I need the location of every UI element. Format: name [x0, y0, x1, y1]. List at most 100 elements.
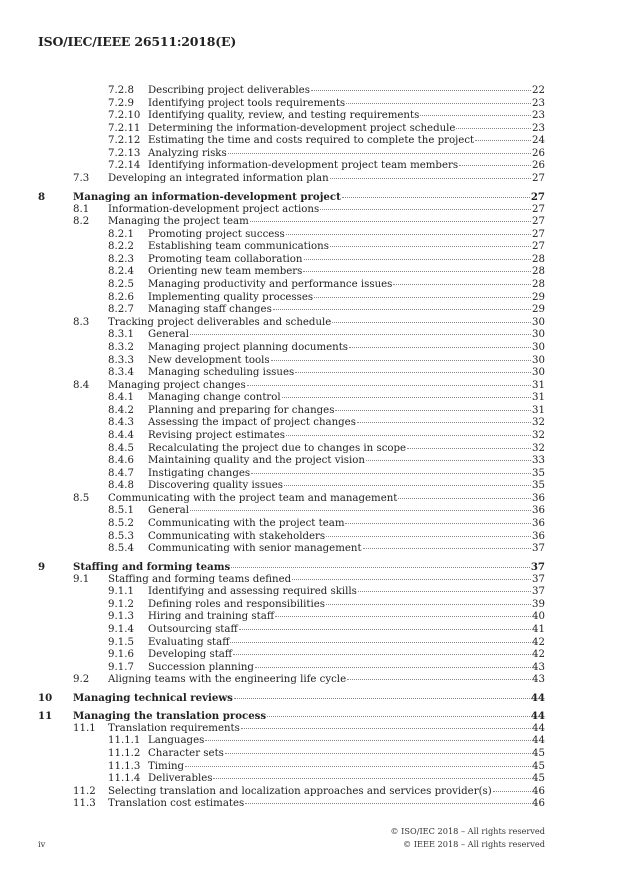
toc-entry[interactable]: 9.1.3 Hiring and training staff 40 [38, 611, 545, 624]
toc-entry-number: 9.1.6 [108, 649, 134, 661]
toc-entry-number: 8.2.3 [108, 253, 134, 265]
toc-entry[interactable]: 7.2.10 Identifying quality, review, and t… [38, 110, 545, 123]
toc-entry-title: Managing change control [148, 392, 281, 404]
toc-entry[interactable]: 8.2 Managing the project team 27 [38, 216, 545, 229]
toc-entry[interactable]: 8.2.4 Orienting new team members 28 [38, 266, 545, 279]
toc-entry-page: 42 [532, 636, 545, 648]
dot-leader [407, 447, 532, 449]
dot-leader [341, 197, 530, 199]
toc-entry[interactable]: 9.1.5 Evaluating staff 42 [38, 637, 545, 650]
toc-entry-title: Managing the translation process [73, 710, 267, 723]
toc-entry[interactable]: 8.2.7 Managing staff changes 29 [38, 304, 545, 317]
toc-entry-page: 40 [532, 611, 545, 623]
toc-entry-title: Information-development project actions [108, 203, 320, 215]
dot-leader [285, 435, 532, 436]
toc-entry-title: Managing the project team [108, 216, 249, 228]
toc-entry[interactable]: 8.3 Tracking project deliverables and sch… [38, 317, 545, 330]
toc-entry[interactable]: 8.4 Managing project changes 31 [38, 380, 545, 393]
toc-entry-number: 9.1.1 [108, 586, 134, 598]
toc-entry-title: Communicating with the project team and … [108, 492, 398, 504]
toc-entry[interactable]: 8.4.7 Instigating changes 35 [38, 468, 545, 481]
toc-entry[interactable]: 9.1.1 Identifying and assessing required … [38, 586, 545, 599]
toc-entry[interactable]: 11.1.2 Character sets 45 [38, 748, 545, 761]
toc-entry[interactable]: 11.1.3 Timing 45 [38, 761, 545, 774]
toc-entry[interactable]: 8.4.3 Assessing the impact of project cha… [38, 417, 545, 430]
toc-entry[interactable]: 9.2 Aligning teams with the engineering l… [38, 674, 545, 687]
toc-entry[interactable]: 11.1.1 Languages 44 [38, 735, 545, 748]
toc-entry[interactable]: 7.2.11 Determining the information-develo… [38, 123, 545, 136]
toc-entry-title: Implementing quality processes [148, 291, 314, 303]
toc-entry[interactable]: 8.5.4 Communicating with senior managemen… [38, 543, 545, 556]
toc-entry[interactable]: 8.4.2 Planning and preparing for changes 3… [38, 405, 545, 418]
toc-entry[interactable]: 8.5.1 General 36 [38, 505, 545, 518]
toc-entry-page: 28 [532, 253, 545, 265]
toc-entry[interactable]: 11.3 Translation cost estimates 46 [38, 798, 545, 811]
toc-entry[interactable]: 8.1 Information-development project actio… [38, 204, 545, 217]
toc-entry-title: Selecting translation and localization a… [108, 785, 492, 797]
toc-entry[interactable]: 8.2.1 Promoting project success 27 [38, 229, 545, 242]
toc-entry[interactable]: 8.3.2 Managing project planning documents… [38, 342, 545, 355]
toc-entry-page: 42 [532, 649, 545, 661]
toc-entry[interactable]: 8.4.6 Maintaining quality and the project… [38, 455, 545, 468]
toc-entry[interactable]: 11.1 Translation requirements 44 [38, 723, 545, 736]
toc-entry[interactable]: 11 Managing the translation process 44 [38, 710, 545, 723]
toc-entry[interactable]: 8.5 Communicating with the project team a… [38, 493, 545, 506]
toc-entry-number: 7.2.14 [108, 160, 141, 172]
toc-entry[interactable]: 9.1.6 Developing staff 42 [38, 649, 545, 662]
toc-entry[interactable]: 8.4.5 Recalculating the project due to ch… [38, 443, 545, 456]
toc-entry[interactable]: 7.2.8 Describing project deliverables 22 [38, 85, 545, 98]
toc-entry[interactable]: 8.4.4 Revising project estimates 32 [38, 430, 545, 443]
toc-entry-title: Identifying quality, review, and testing… [148, 110, 420, 122]
dot-leader [231, 567, 530, 569]
toc-entry[interactable]: 7.2.13 Analyzing risks 26 [38, 148, 545, 161]
toc-entry-page: 22 [532, 85, 545, 96]
toc-entry-page: 31 [532, 379, 545, 391]
toc-entry[interactable]: 8.2.6 Implementing quality processes 29 [38, 292, 545, 305]
toc-entry[interactable]: 7.2.12 Estimating the time and costs requ… [38, 135, 545, 148]
dot-leader [295, 372, 532, 374]
dot-leader [356, 422, 532, 424]
dot-leader [332, 321, 532, 323]
toc-entry-title: Promoting project success [148, 228, 285, 240]
toc-entry-page: 45 [532, 760, 545, 772]
dot-leader [303, 271, 532, 273]
toc-entry-page: 29 [532, 304, 545, 316]
toc-entry[interactable]: 8.4.8 Discovering quality issues 35 [38, 480, 545, 493]
toc-entry-number: 8.3.1 [108, 329, 134, 341]
toc-entry[interactable]: 9.1.2 Defining roles and responsibilities… [38, 599, 545, 612]
toc-entry-page: 32 [532, 442, 545, 454]
toc-entry[interactable]: 8 Managing an information-development pro… [38, 191, 545, 204]
toc-entry[interactable]: 8.5.3 Communicating with stakeholders 36 [38, 531, 545, 544]
toc-entry-number: 9 [38, 561, 46, 574]
toc-entry[interactable]: 10 Managing technical reviews 44 [38, 692, 545, 705]
toc-entry[interactable]: 9.1 Staffing and forming teams defined 37 [38, 574, 545, 587]
toc-entry-number: 7.2.9 [108, 97, 134, 109]
toc-entry[interactable]: 11.1.4 Deliverables 45 [38, 773, 545, 786]
toc-entry[interactable]: 7.3 Developing an integrated information … [38, 173, 545, 186]
toc-entry[interactable]: 9.1.4 Outsourcing staff 41 [38, 624, 545, 637]
toc-entry-page: 30 [532, 316, 545, 328]
toc-entry-number: 8.4.3 [108, 417, 134, 429]
toc-entry[interactable]: 9 Staffing and forming teams 37 [38, 561, 545, 574]
toc-entry[interactable]: 8.2.2 Establishing team communications 27 [38, 241, 545, 254]
toc-entry[interactable]: 8.3.4 Managing scheduling issues 30 [38, 367, 545, 380]
toc-entry[interactable]: 7.2.9 Identifying project tools requireme… [38, 98, 545, 111]
toc-entry[interactable]: 8.4.1 Managing change control 31 [38, 392, 545, 405]
toc-entry-title: Recalculating the project due to changes… [148, 442, 407, 454]
toc-entry-number: 11.1 [73, 722, 96, 734]
toc-entry-number: 8.4.1 [108, 392, 134, 404]
toc-entry-page: 37 [532, 543, 545, 555]
toc-entry[interactable]: 8.3.3 New development tools 30 [38, 355, 545, 368]
toc-entry[interactable]: 8.3.1 General 30 [38, 329, 545, 342]
toc-entry[interactable]: 8.2.3 Promoting team collaboration 28 [38, 254, 545, 267]
toc-entry-number: 8.2 [73, 216, 90, 228]
toc-entry[interactable]: 11.2 Selecting translation and localizati… [38, 786, 545, 799]
toc-entry[interactable]: 9.1.7 Succession planning 43 [38, 662, 545, 675]
toc-entry[interactable]: 7.2.14 Identifying information-developmen… [38, 160, 545, 173]
toc-entry-title: Aligning teams with the engineering life… [108, 674, 347, 686]
toc-entry[interactable]: 8.2.5 Managing productivity and performan… [38, 279, 545, 292]
toc-entry-page: 30 [532, 329, 545, 341]
toc-entry[interactable]: 8.5.2 Communicating with the project team… [38, 518, 545, 531]
toc-entry-title: Managing an information-development proj… [73, 191, 341, 204]
toc-entry-page: 44 [530, 710, 545, 723]
